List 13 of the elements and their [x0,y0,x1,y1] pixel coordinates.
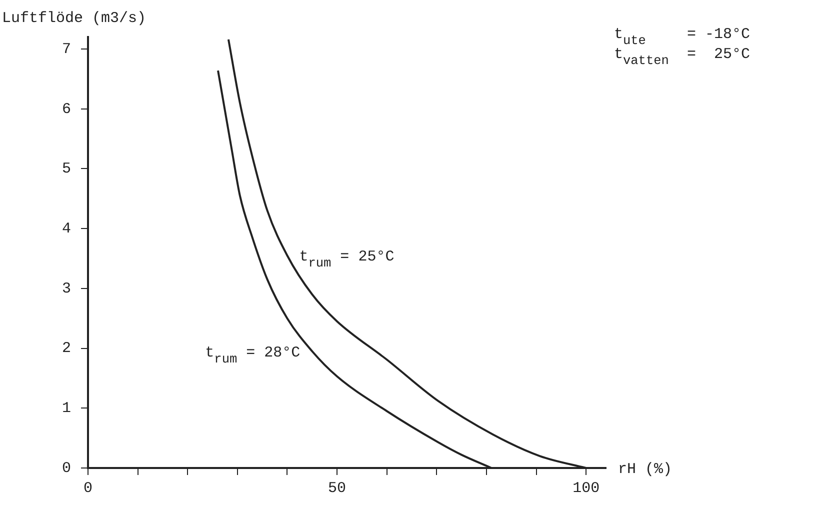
y-tick-label: 1 [62,400,71,418]
y-tick-label: 6 [62,100,71,118]
x-axis-title: rH (%) [618,461,672,478]
y-tick-label: 2 [62,340,71,358]
y-tick-label: 5 [62,160,71,178]
y-tick-label: 0 [62,460,71,477]
y-tick-label: 7 [62,40,71,58]
y-axis-title: Luftflöde (m3/s) [2,10,146,27]
y-tick-label: 4 [62,220,71,238]
x-tick-label: 50 [328,480,346,497]
x-tick-label: 0 [83,480,93,497]
y-tick-label: 3 [62,280,71,298]
x-tick-label: 100 [572,480,600,497]
